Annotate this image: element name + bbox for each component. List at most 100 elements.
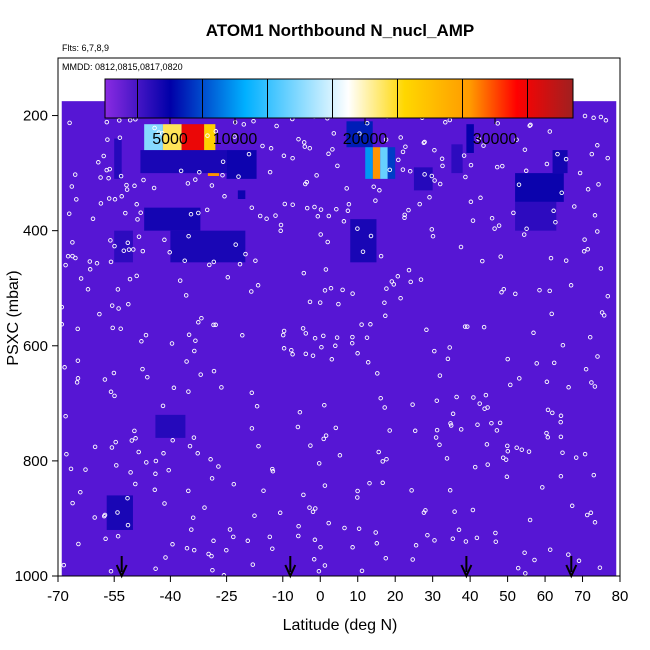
sample-marker	[475, 422, 480, 427]
sample-marker	[186, 488, 191, 494]
sample-marker	[313, 506, 318, 511]
sample-marker	[377, 188, 382, 193]
sample-marker	[209, 183, 215, 188]
heatmap-cell	[114, 138, 122, 179]
heatmap-cell	[170, 230, 246, 263]
sample-marker	[592, 520, 598, 525]
sample-marker	[135, 217, 140, 222]
sample-marker	[589, 380, 594, 385]
sample-marker	[75, 358, 81, 363]
sample-marker	[70, 500, 75, 506]
sample-marker	[321, 333, 326, 339]
x-tick-label: 70	[574, 588, 591, 605]
sample-marker	[400, 149, 406, 155]
sample-marker	[152, 125, 157, 131]
sample-marker	[191, 547, 197, 553]
sample-marker	[585, 247, 591, 252]
sample-marker	[521, 232, 527, 237]
sample-marker	[497, 420, 503, 426]
heatmap-cell	[346, 121, 373, 148]
sample-marker	[76, 541, 81, 547]
sample-marker	[296, 523, 301, 529]
sample-marker	[249, 205, 255, 210]
sample-marker	[152, 487, 158, 493]
sample-marker	[463, 539, 469, 544]
sample-marker	[216, 464, 221, 469]
sample-marker	[558, 413, 564, 419]
sample-marker	[470, 218, 476, 223]
sample-marker	[523, 571, 528, 576]
sample-marker	[605, 293, 611, 299]
sample-marker	[74, 380, 80, 385]
sample-marker	[566, 552, 571, 557]
sample-marker	[558, 473, 564, 479]
sample-marker	[350, 545, 355, 550]
sample-marker	[367, 480, 372, 486]
x-tick-label: 60	[537, 588, 554, 605]
sample-marker	[519, 447, 525, 452]
sample-marker	[67, 120, 72, 126]
sample-marker	[70, 253, 75, 259]
sample-marker	[112, 243, 117, 249]
sample-marker	[398, 295, 403, 301]
sample-marker	[503, 457, 509, 462]
colorbar-ticks: 5000 10000 20000 30000	[137, 79, 528, 148]
sample-marker	[211, 259, 217, 265]
sample-marker	[325, 239, 330, 245]
sample-marker	[115, 510, 120, 515]
heatmap-cell	[204, 124, 216, 153]
sample-marker	[595, 143, 600, 148]
sample-marker	[59, 304, 65, 310]
sample-marker	[124, 182, 129, 188]
sample-marker	[601, 313, 607, 318]
colorbar-tick-label: 10000	[213, 131, 258, 148]
sample-marker	[219, 385, 224, 390]
sample-marker	[577, 170, 583, 176]
sample-marker	[307, 505, 312, 510]
sample-marker	[264, 216, 269, 221]
sample-marker	[493, 539, 499, 544]
sample-marker	[326, 151, 331, 157]
sample-marker	[134, 202, 139, 207]
sample-marker	[383, 313, 388, 319]
sample-marker	[210, 567, 215, 573]
sample-marker	[334, 335, 340, 340]
sample-marker	[117, 118, 122, 123]
sample-marker	[344, 186, 349, 191]
sample-marker	[300, 326, 306, 331]
sample-marker	[270, 466, 275, 472]
sample-marker	[103, 536, 108, 542]
sample-marker	[92, 444, 98, 450]
y-tick-label: 200	[23, 108, 48, 125]
sample-marker	[204, 207, 210, 213]
sample-marker	[302, 144, 308, 149]
sample-marker	[427, 195, 432, 200]
sample-marker	[495, 121, 500, 126]
sample-marker	[184, 359, 189, 364]
sample-marker	[421, 140, 427, 146]
sample-marker	[437, 373, 443, 378]
sample-marker	[448, 421, 453, 426]
sample-marker	[447, 488, 453, 493]
sample-marker	[398, 135, 403, 140]
sample-marker	[496, 223, 502, 228]
y-axis-label: PSXC (mbar)	[5, 270, 22, 365]
sample-marker	[301, 140, 307, 145]
sample-marker	[396, 157, 401, 163]
heatmap-cell	[155, 414, 186, 438]
sample-marker	[365, 360, 371, 365]
sample-marker	[383, 555, 389, 561]
sample-marker	[118, 173, 124, 179]
sample-marker	[452, 509, 457, 514]
sample-marker	[364, 335, 370, 340]
sample-marker	[104, 119, 110, 125]
sample-marker	[196, 210, 201, 216]
sample-marker	[125, 495, 130, 501]
sample-marker	[373, 530, 378, 535]
sample-marker	[448, 423, 454, 428]
sample-marker	[253, 258, 258, 263]
x-tick-label: -40	[160, 588, 182, 605]
sample-marker	[249, 426, 255, 431]
sample-marker	[418, 277, 424, 282]
heatmap-cell	[515, 173, 564, 202]
